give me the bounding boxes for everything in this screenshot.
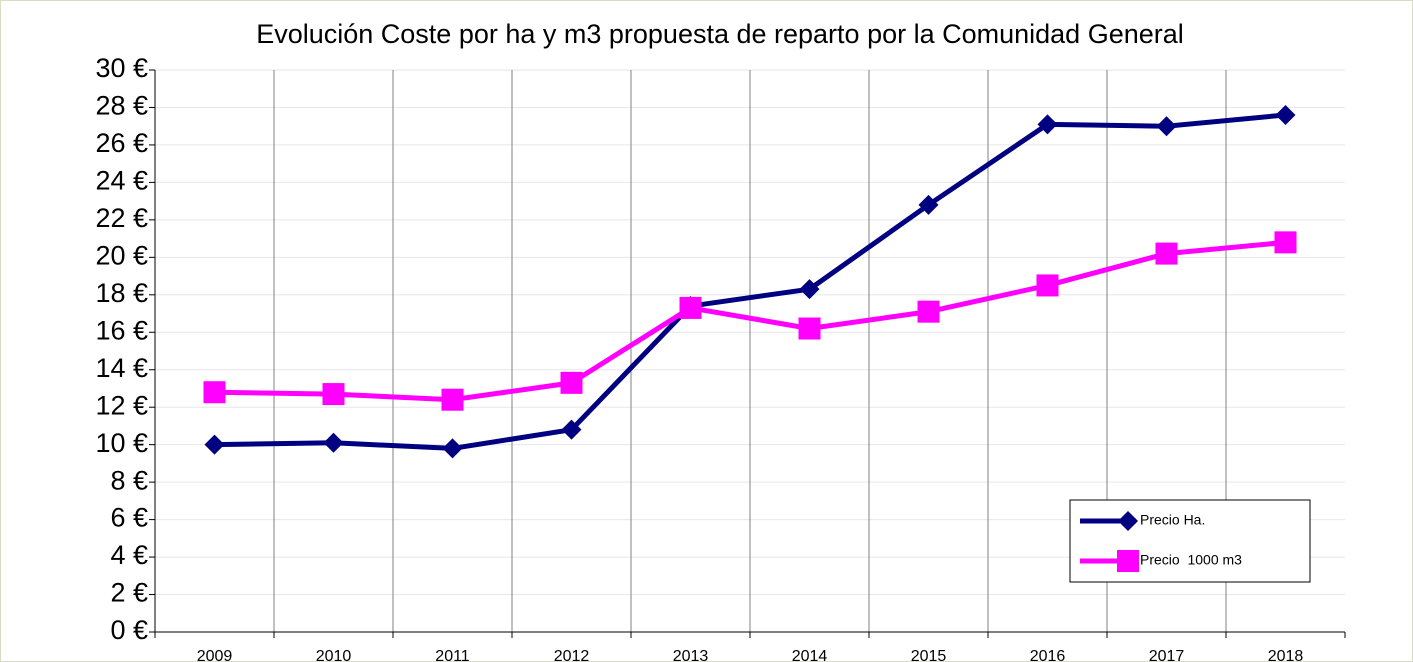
y-tick-label: 2 €	[110, 578, 148, 608]
y-tick-label: 18 €	[95, 278, 148, 308]
y-tick-label: 6 €	[110, 503, 148, 533]
marker	[1037, 114, 1058, 135]
y-tick-label: 16 €	[95, 315, 148, 345]
marker	[799, 279, 820, 300]
marker	[679, 296, 702, 319]
x-tick-label: 2012	[554, 648, 590, 662]
legend-label: Precio Ha.	[1140, 512, 1205, 528]
marker	[1275, 104, 1296, 125]
x-tick-label: 2015	[911, 648, 947, 662]
marker	[1117, 550, 1139, 572]
y-tick-label: 24 €	[95, 166, 148, 196]
y-tick-label: 4 €	[110, 540, 148, 570]
x-tick-label: 2009	[197, 648, 233, 662]
y-tick-label: 12 €	[95, 390, 148, 420]
y-tick-label: 30 €	[95, 53, 148, 83]
x-tick-label: 2014	[792, 648, 828, 662]
marker	[917, 300, 940, 323]
x-tick-label: 2016	[1030, 648, 1066, 662]
marker	[798, 317, 821, 340]
marker	[560, 371, 583, 394]
marker	[561, 419, 582, 440]
y-tick-label: 10 €	[95, 428, 148, 458]
y-tick-label: 20 €	[95, 240, 148, 270]
marker	[323, 432, 344, 453]
x-tick-label: 2011	[435, 648, 470, 662]
marker	[441, 388, 464, 411]
x-tick-label: 2010	[316, 648, 352, 662]
series-line	[214, 239, 1286, 403]
marker	[1036, 274, 1059, 297]
x-tick-label: 2013	[673, 648, 709, 662]
chart-title: Evolución Coste por ha y m3 propuesta de…	[256, 19, 1184, 49]
y-tick-label: 26 €	[95, 128, 148, 158]
legend-box	[1069, 499, 1311, 583]
marker	[442, 438, 463, 459]
x-tick-label: 2017	[1149, 648, 1185, 662]
y-tick-label: 8 €	[110, 465, 148, 495]
series-line	[214, 112, 1286, 451]
y-tick-label: 14 €	[95, 353, 148, 383]
marker	[203, 381, 226, 404]
marker	[204, 434, 225, 455]
marker	[1118, 511, 1138, 531]
x-tick-label: 2018	[1268, 648, 1304, 662]
marker	[322, 383, 345, 406]
legend-label: Precio 1000 m3	[1140, 552, 1242, 568]
marker	[1274, 231, 1297, 254]
marker	[918, 194, 939, 215]
marker	[1155, 242, 1178, 265]
y-tick-label: 0 €	[110, 615, 148, 645]
y-tick-label: 28 €	[95, 91, 148, 121]
y-tick-label: 22 €	[95, 203, 148, 233]
legend: Precio Ha. Precio 1000 m3	[1069, 499, 1311, 583]
marker	[1156, 116, 1177, 137]
